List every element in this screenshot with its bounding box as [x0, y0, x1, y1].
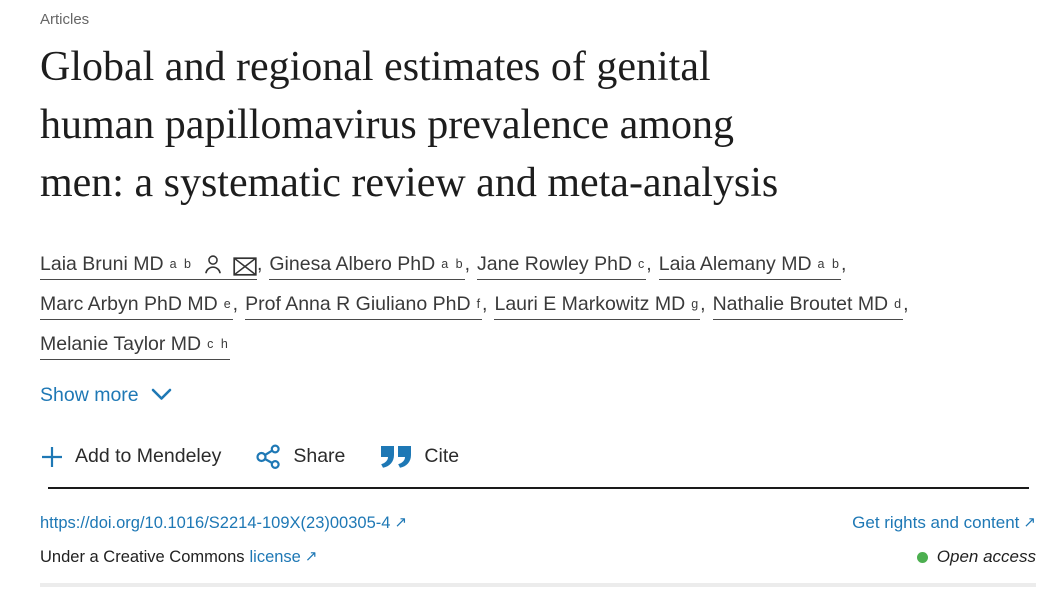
doi-link[interactable]: https://doi.org/10.1016/S2214-109X(23)00…	[40, 514, 407, 533]
author-affiliation-superscript: g	[691, 297, 701, 311]
get-rights-link[interactable]: Get rights and content ↗	[852, 513, 1036, 533]
author-affiliation-superscript: e	[223, 297, 233, 311]
author-link[interactable]: Laia Bruni MD a b	[40, 252, 257, 280]
author-profile-icon[interactable]	[202, 253, 224, 276]
author-name: Prof Anna R Giuliano PhD	[245, 293, 471, 315]
external-link-icon: ↗	[1023, 514, 1036, 531]
author-separator: ,	[903, 293, 909, 315]
share-label: Share	[293, 445, 346, 467]
author-separator: ,	[232, 293, 239, 315]
author-separator: ,	[256, 253, 263, 275]
title-line-2: human papillomavirus prevalence among	[40, 102, 734, 148]
author-name: Ginesa Albero PhD	[269, 253, 436, 275]
author-name: Lauri E Markowitz MD	[494, 293, 686, 315]
share-icon	[255, 443, 282, 470]
author-link[interactable]: Lauri E Markowitz MD g	[494, 292, 701, 320]
author-link[interactable]: Nathalie Broutet MD d	[712, 292, 904, 320]
open-access-dot-icon	[916, 551, 928, 563]
license-link[interactable]: license ↗	[250, 548, 318, 566]
author-affiliation-superscript: f	[476, 297, 483, 311]
cite-button[interactable]: Cite	[379, 444, 459, 469]
author-line: Marc Arbyn PhD MD e, Prof Anna R Giuliano …	[40, 284, 1036, 324]
author-line: Melanie Taylor MD c h	[40, 324, 1036, 364]
author-link[interactable]: Marc Arbyn PhD MD e	[40, 292, 233, 320]
author-affiliation-superscript: d	[894, 297, 904, 311]
author-separator: ,	[646, 253, 652, 275]
external-link-icon: ↗	[394, 513, 408, 531]
license-prefix: Under a Creative Commons	[40, 547, 245, 566]
author-name: Marc Arbyn PhD MD	[40, 293, 218, 315]
author-separator: ,	[700, 293, 706, 315]
author-link[interactable]: Ginesa Albero PhD a b	[269, 252, 465, 280]
cite-label: Cite	[424, 445, 460, 467]
add-to-mendeley-button[interactable]: Add to Mendeley	[40, 445, 221, 469]
author-affiliation-superscript: c	[638, 257, 647, 271]
plus-icon	[40, 445, 64, 469]
action-toolbar: Add to Mendeley Share Cite	[40, 443, 1036, 470]
author-affiliation-superscript: a b	[817, 257, 841, 271]
author-name: Laia Bruni MD	[40, 253, 164, 275]
divider	[47, 487, 1029, 489]
open-access-label: Open access	[936, 547, 1036, 566]
section-label: Articles	[40, 11, 90, 28]
license-link-label: license	[249, 547, 301, 566]
author-link[interactable]: Melanie Taylor MD c h	[40, 332, 230, 360]
divider	[40, 583, 1036, 587]
title-line-3: men: a systematic review and meta-analys…	[40, 160, 779, 206]
author-separator: ,	[840, 253, 847, 275]
open-access-badge: Open access	[916, 547, 1036, 567]
author-list: Laia Bruni MD a b, Ginesa Albero PhD a b, Ja…	[40, 244, 1036, 364]
author-link[interactable]: Prof Anna R Giuliano PhD f	[245, 292, 483, 320]
article-title: Global and regional estimates of genital…	[40, 38, 1036, 212]
author-separator: ,	[464, 253, 471, 275]
author-name: Melanie Taylor MD	[40, 333, 202, 355]
license-line: Under a Creative Commons license ↗	[40, 548, 317, 567]
author-name: Jane Rowley PhD	[477, 253, 633, 275]
author-name: Nathalie Broutet MD	[712, 293, 889, 315]
get-rights-label: Get rights and content	[852, 513, 1020, 532]
share-button[interactable]: Share	[255, 443, 345, 470]
chevron-down-icon	[151, 384, 172, 407]
author-line: Laia Bruni MD a b, Ginesa Albero PhD a b, Ja…	[40, 244, 1036, 284]
title-line-1: Global and regional estimates of genital	[40, 44, 711, 90]
author-affiliation-superscript: c h	[207, 337, 230, 351]
author-separator: ,	[482, 293, 488, 315]
cite-quote-icon	[379, 444, 413, 469]
show-more-button[interactable]: Show more	[40, 384, 172, 407]
author-affiliation-superscript: a b	[441, 257, 465, 271]
doi-rights-row: https://doi.org/10.1016/S2214-109X(23)00…	[40, 497, 1036, 541]
author-link[interactable]: Laia Alemany MD a b	[658, 252, 841, 280]
article-header-page: Articles Global and regional estimates o…	[40, 11, 1036, 587]
external-link-icon: ↗	[304, 547, 318, 565]
author-name: Laia Alemany MD	[658, 253, 812, 275]
doi-url: https://doi.org/10.1016/S2214-109X(23)00…	[40, 513, 391, 532]
email-envelope-icon[interactable]	[233, 257, 257, 276]
add-to-mendeley-label: Add to Mendeley	[75, 445, 222, 467]
author-affiliation-superscript: a b	[169, 257, 193, 271]
license-access-row: Under a Creative Commons license ↗ Open ac…	[40, 541, 1036, 567]
author-link[interactable]: Jane Rowley PhD c	[477, 252, 647, 280]
show-more-label: Show more	[40, 384, 139, 406]
